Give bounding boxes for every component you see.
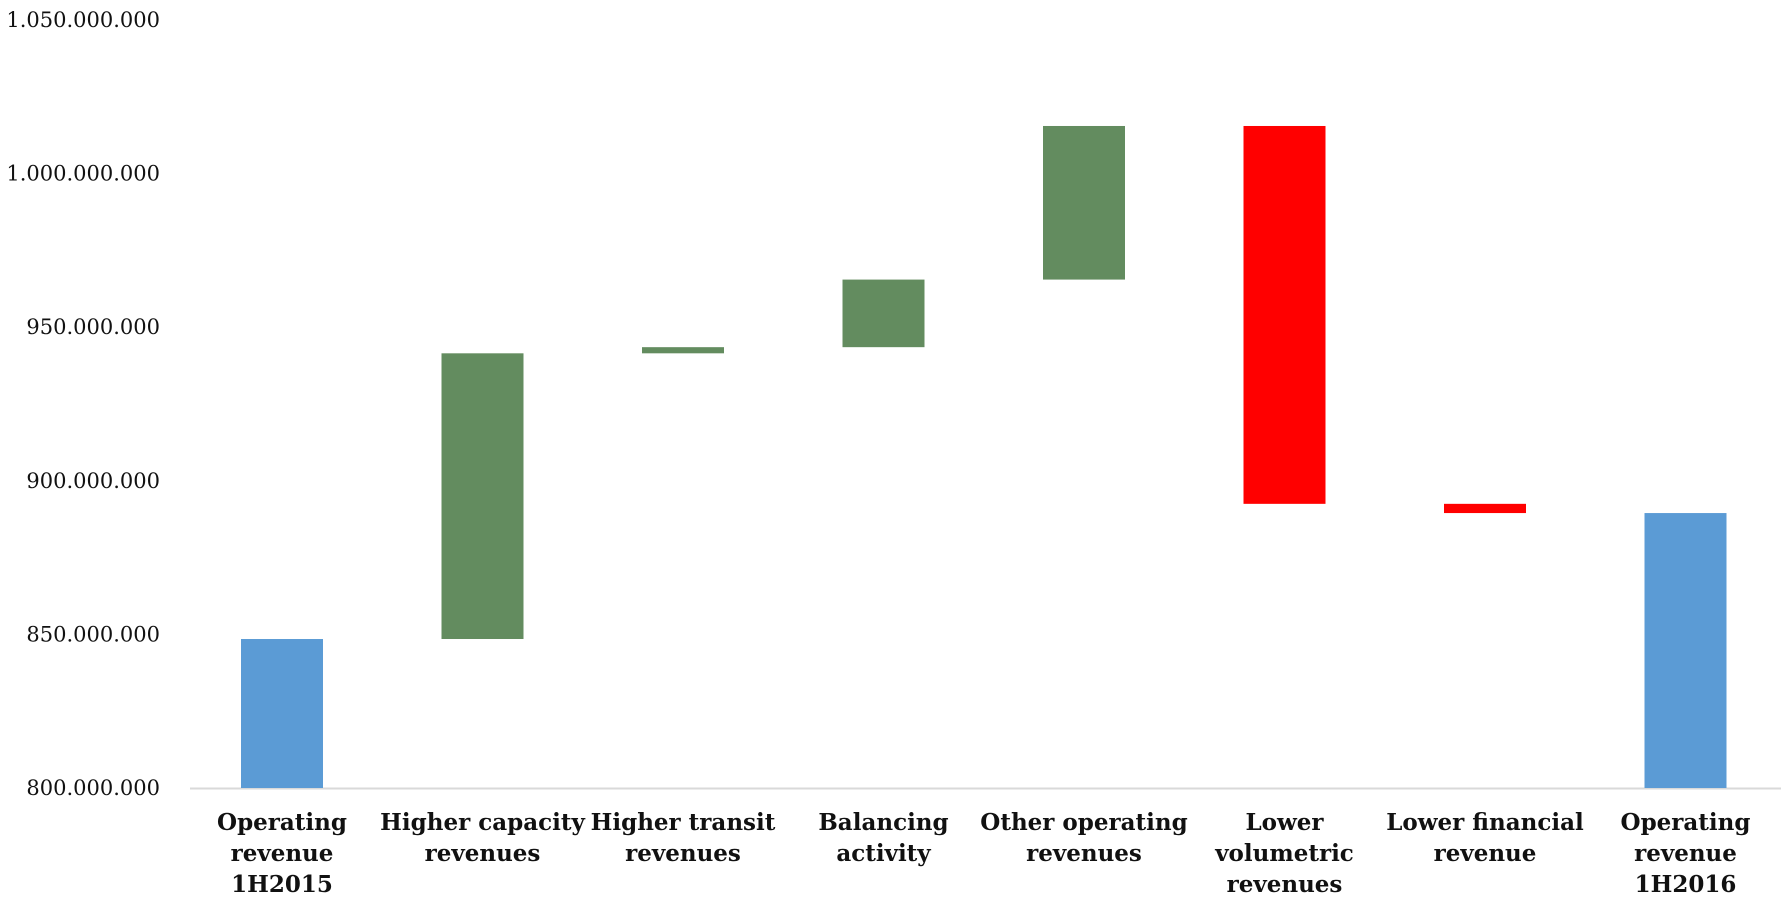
- x-category-label-line: revenue: [1434, 840, 1537, 867]
- y-tick-label: 1.000.000.000: [6, 162, 160, 186]
- y-tick-label: 1.050.000.000: [6, 8, 160, 32]
- x-category-label-line: activity: [836, 840, 931, 867]
- x-category-label: Operating revenue 1H2016: [1621, 809, 1751, 897]
- y-tick-label: 850.000.000: [26, 622, 160, 646]
- bars-group: [241, 125, 1727, 788]
- x-category-label-line: Balancing: [818, 809, 948, 836]
- bar-increase: [1043, 125, 1125, 280]
- x-category-label-line: revenues: [1026, 840, 1142, 867]
- x-category-label-line: 1H2016: [1635, 871, 1737, 897]
- x-category-label: Lower financial revenue: [1386, 809, 1584, 867]
- bar-decrease: [1243, 125, 1326, 504]
- x-category-label: Lower volumetric revenues: [1214, 809, 1354, 897]
- x-category-label-line: Operating: [1621, 809, 1751, 836]
- y-axis-ticks: 800.000.000 850.000.000 900.000.000 950.000…: [6, 8, 160, 800]
- x-category-label: Other operating revenues: [980, 809, 1187, 867]
- bar-increase: [642, 347, 724, 354]
- bar-total: [241, 639, 323, 788]
- category-labels: Operating revenue 1H2015 Higher capacity rev…: [217, 809, 1750, 897]
- bar-decrease: [1444, 503, 1526, 514]
- x-category-label-line: revenues: [1227, 871, 1343, 897]
- y-tick-label: 900.000.000: [26, 469, 160, 493]
- x-category-label: Balancing activity: [818, 809, 948, 867]
- x-category-label-line: 1H2015: [231, 871, 333, 897]
- x-category-label-line: Higher capacity: [380, 809, 585, 836]
- x-category-label-line: Lower: [1245, 809, 1324, 836]
- x-category-label-line: revenues: [425, 840, 541, 867]
- y-tick-label: 800.000.000: [26, 776, 160, 800]
- x-category-label: Operating revenue 1H2015: [217, 809, 347, 897]
- bar-increase: [842, 279, 925, 348]
- x-category-label-line: Other operating: [980, 809, 1187, 836]
- x-category-label-line: revenue: [231, 840, 334, 867]
- y-tick-label: 950.000.000: [26, 315, 160, 339]
- x-category-label-line: revenues: [625, 840, 741, 867]
- x-category-label-line: Operating: [217, 809, 347, 836]
- x-category-label: Higher transit revenues: [591, 809, 776, 867]
- x-category-label: Higher capacity revenues: [380, 809, 585, 867]
- bar-increase: [441, 353, 524, 640]
- x-category-label-line: Lower financial: [1386, 809, 1584, 836]
- x-category-label-line: Higher transit: [591, 809, 776, 836]
- x-category-label-line: volumetric: [1214, 840, 1354, 867]
- bar-total: [1644, 513, 1727, 788]
- x-category-label-line: revenue: [1634, 840, 1737, 867]
